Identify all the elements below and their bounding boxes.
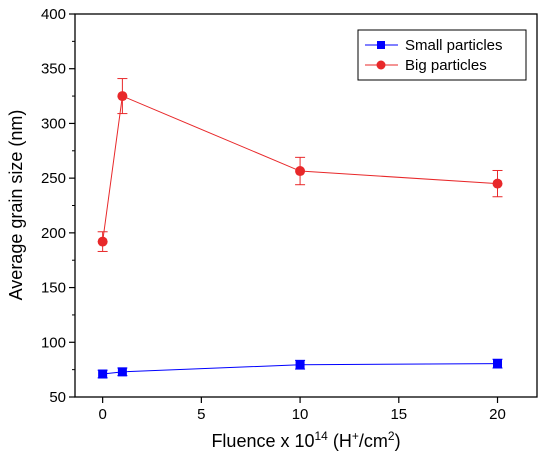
series-line-small: [102, 363, 498, 375]
legend-label-small: Small particles: [405, 37, 503, 54]
data-point-big: [492, 178, 503, 189]
axes: 0 5 10 15 20 50 100 150 200 250 300 350 400: [41, 6, 506, 423]
x-axis-title-exponent: 14: [315, 429, 329, 443]
legend-marker-big: [376, 60, 386, 70]
legend-box: [357, 29, 527, 81]
y-tick-label: 200: [41, 225, 66, 242]
x-axis-title: Fluence x 1014 (H+/cm2): [211, 429, 400, 451]
x-axis-title-unit-sup2: 2: [388, 429, 395, 443]
x-tick-label: 20: [489, 406, 506, 423]
series-line-big: [102, 95, 498, 242]
y-axis-title: Average grain size (nm): [6, 110, 26, 301]
data-point-big: [97, 236, 108, 247]
data-point-big: [295, 166, 306, 177]
y-tick-label: 150: [41, 280, 66, 297]
y-tick-label: 400: [41, 6, 66, 23]
data-point-small: [493, 359, 503, 369]
y-tick-label: 300: [41, 115, 66, 132]
legend-label-big: Big particles: [405, 57, 487, 74]
y-tick-label: 250: [41, 170, 66, 187]
x-axis-title-unit-open: (H: [328, 431, 352, 451]
x-tick-label: 5: [197, 406, 205, 423]
data-point-small: [98, 369, 108, 379]
x-tick-label: 0: [98, 406, 106, 423]
data-point-big: [117, 91, 128, 102]
x-axis-title-unit-sup1: +: [352, 429, 359, 443]
legend: Small particles Big particles: [357, 29, 527, 81]
data-point-small: [117, 367, 127, 377]
data-point-small: [295, 360, 305, 370]
x-axis-title-main: Fluence x 10: [211, 431, 314, 451]
x-axis-title-unit-mid: /cm: [359, 431, 388, 451]
y-tick-label: 100: [41, 334, 66, 351]
x-axis-title-unit-close: ): [395, 431, 401, 451]
x-tick-label: 10: [292, 406, 309, 423]
legend-marker-small: [377, 41, 385, 49]
y-tick-label: 50: [49, 389, 66, 406]
y-tick-label: 350: [41, 61, 66, 78]
x-tick-label: 15: [390, 406, 407, 423]
series-layer: [97, 78, 503, 379]
